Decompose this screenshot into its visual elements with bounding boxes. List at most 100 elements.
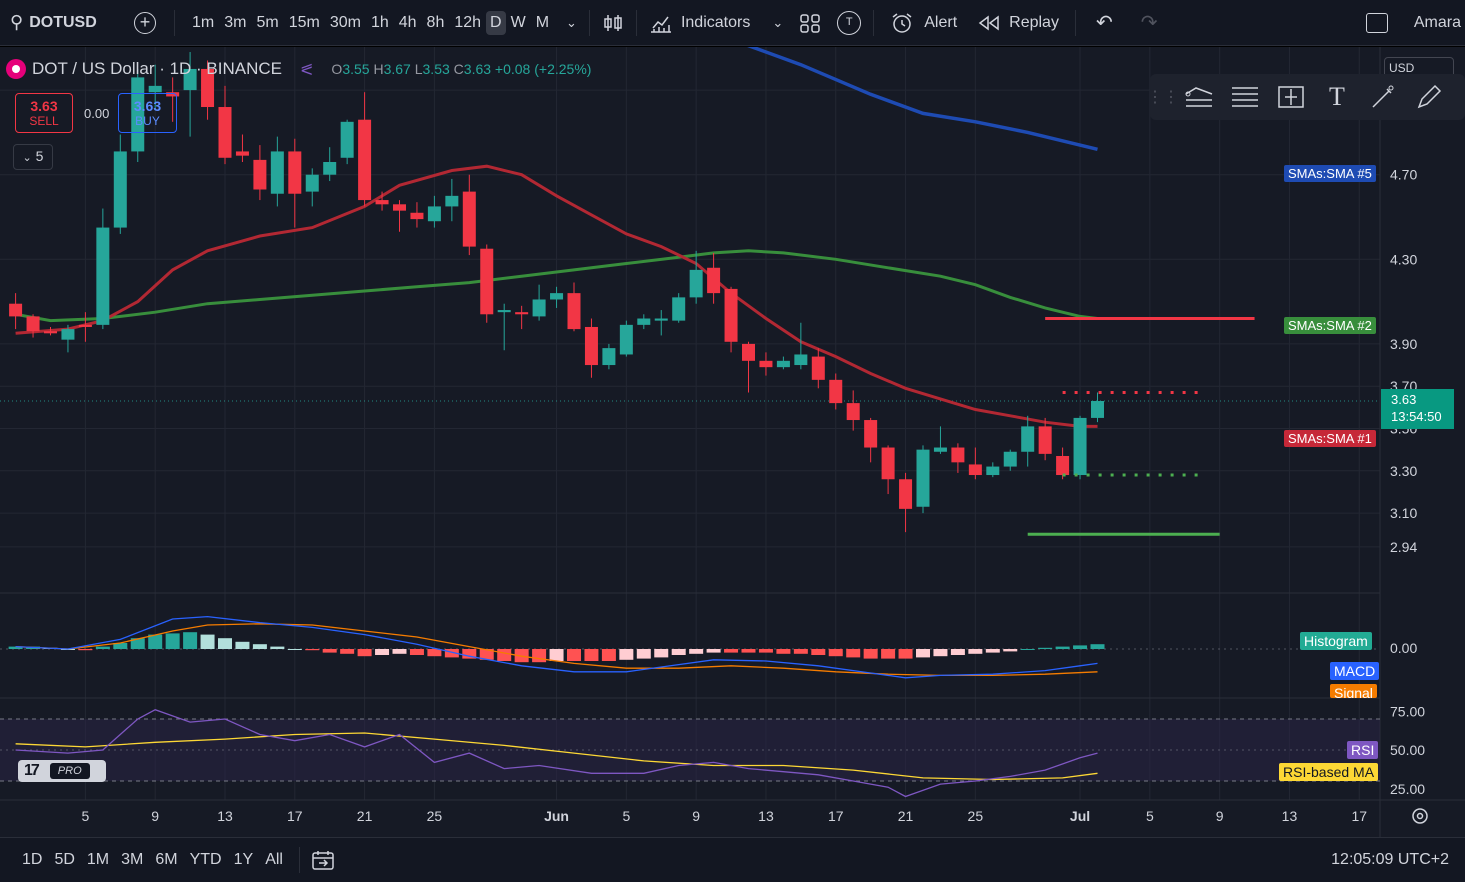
candle-body <box>61 329 75 340</box>
range-5d[interactable]: 5D <box>54 851 75 868</box>
histogram-bar <box>8 646 23 649</box>
last-price: 3.63 <box>1391 392 1417 407</box>
candle <box>829 373 843 410</box>
compare-button[interactable]: + <box>128 0 168 46</box>
interval-W[interactable]: W <box>510 13 526 31</box>
settings-icon[interactable] <box>1412 808 1428 824</box>
range-all[interactable]: All <box>265 851 283 868</box>
candle <box>689 250 703 304</box>
histogram-bar <box>689 649 704 654</box>
interval-1m[interactable]: 1m <box>192 13 215 31</box>
candle <box>619 320 633 357</box>
fib-tool[interactable] <box>1222 74 1268 120</box>
candle <box>584 318 598 378</box>
candle-body <box>201 68 215 108</box>
fullscreen-button[interactable] <box>1352 0 1402 46</box>
chart-area[interactable]: 5.104.704.303.903.703.503.303.102.940.00… <box>0 47 1465 837</box>
interval-M[interactable]: M <box>535 13 550 31</box>
sma1-line <box>15 164 1098 428</box>
sma-lines <box>15 47 1098 428</box>
interval-group: 1m 3m 5m 15m 30m 1h 4h 8h 12h D W M <box>181 0 560 46</box>
template-button[interactable]: T <box>831 0 867 46</box>
histogram-bar <box>287 649 302 650</box>
sell-price: 3.63 <box>30 98 58 114</box>
user-name[interactable]: Amara <box>1413 13 1461 31</box>
candle <box>916 445 930 514</box>
candle <box>201 60 215 120</box>
interval-30m[interactable]: 30m <box>329 13 361 31</box>
alert-button[interactable]: Alert <box>880 0 967 46</box>
candle-body <box>846 403 860 421</box>
trend-lines-tool[interactable] <box>1176 74 1222 120</box>
calendar-range-icon[interactable] <box>310 848 336 872</box>
clock[interactable]: 12:05:09 UTC+2 <box>1331 851 1449 868</box>
brush-tool[interactable] <box>1360 74 1406 120</box>
histogram-bar <box>497 649 512 661</box>
sell-button[interactable]: 3.63 SELL <box>15 93 73 133</box>
drag-handle[interactable]: ⋮⋮ <box>1147 89 1179 106</box>
candles <box>9 52 1104 533</box>
plus-circle-icon: + <box>134 11 156 34</box>
ruler-icon <box>1278 86 1304 108</box>
range-1d[interactable]: 1D <box>22 851 43 868</box>
candle <box>26 314 40 338</box>
tradingview-pro-logo[interactable]: 17 PRO <box>18 760 106 782</box>
undo-button[interactable]: ↶ <box>1082 0 1127 46</box>
range-6m[interactable]: 6M <box>155 851 178 868</box>
candle-body <box>393 204 406 211</box>
range-3m[interactable]: 3M <box>121 851 144 868</box>
interval-8h[interactable]: 8h <box>426 13 445 31</box>
alert-label: Alert <box>924 13 958 31</box>
indicators-button[interactable]: Indicators ⌄ <box>643 0 789 46</box>
interval-15m[interactable]: 15m <box>288 13 320 31</box>
chart-canvas[interactable]: 5.104.704.303.903.703.503.303.102.940.00… <box>0 47 1465 837</box>
time-tick-label: 9 <box>1216 808 1224 824</box>
candle <box>96 208 110 330</box>
redo-icon: ↷ <box>1140 12 1158 34</box>
interval-5m[interactable]: 5m <box>256 13 279 31</box>
range-ytd[interactable]: YTD <box>189 851 222 868</box>
pencil-tool[interactable] <box>1406 74 1452 120</box>
sell-label: SELL <box>29 114 59 128</box>
rsi-line <box>15 708 1098 798</box>
interval-12h[interactable]: 12h <box>454 13 482 31</box>
layouts-button[interactable] <box>789 0 831 46</box>
candle <box>864 417 878 463</box>
level-lines[interactable] <box>1027 317 1255 536</box>
candle <box>445 178 459 222</box>
price-axis[interactable]: 5.104.704.303.903.703.503.303.102.940.00… <box>1390 82 1425 797</box>
candle-body <box>26 316 40 332</box>
candle-body <box>253 159 267 190</box>
share-icon[interactable]: ⪕ <box>300 61 314 78</box>
replay-button[interactable]: Replay <box>967 0 1069 46</box>
text-tool[interactable]: T <box>1314 74 1360 120</box>
symbol-search[interactable]: ⚲ DOTUSD <box>0 0 128 46</box>
histogram-bar <box>549 649 564 661</box>
redo-button[interactable]: ↷ <box>1127 0 1172 46</box>
rsi-pane <box>15 708 1098 798</box>
time-tick-label: 17 <box>828 808 844 824</box>
candle <box>358 92 372 207</box>
interval-1h[interactable]: 1h <box>370 13 389 31</box>
buy-button[interactable]: 3.63 BUY <box>118 93 177 133</box>
chevron-down-icon[interactable]: ⌄ <box>566 14 577 30</box>
candle <box>44 326 57 336</box>
measure-tool[interactable] <box>1268 74 1314 120</box>
interval-4h[interactable]: 4h <box>398 13 417 31</box>
macd-line <box>15 615 1098 679</box>
candle <box>986 462 1000 478</box>
histogram-bar <box>758 649 773 653</box>
chart-type-button[interactable] <box>596 0 630 46</box>
candle-body <box>288 151 302 194</box>
interval-3m[interactable]: 3m <box>224 13 247 31</box>
interval-D[interactable]: D <box>486 10 506 35</box>
price-tick-label: 4.70 <box>1390 167 1417 183</box>
indicators-toggle[interactable]: ⌄ 5 <box>13 144 53 170</box>
range-1m[interactable]: 1M <box>86 851 110 868</box>
time-axis[interactable]: 5 9 13 17 21 25 Jun 5 9 13 17 21 25 Jul 5 9 13 17 <box>82 808 1368 824</box>
toolbar-divider <box>635 9 637 36</box>
time-tick-label: 5 <box>622 808 630 824</box>
price-tag: 3.63 13:54:50 <box>1381 389 1454 429</box>
candle-body <box>532 299 546 317</box>
range-1y[interactable]: 1Y <box>233 851 254 868</box>
